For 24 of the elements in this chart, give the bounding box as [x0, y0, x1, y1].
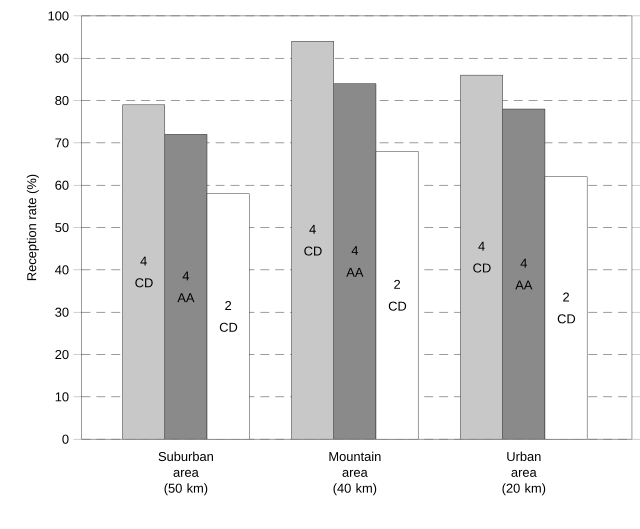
x-tick-label: Urban area (20 km)	[502, 452, 546, 496]
text: 4 AA	[515, 258, 532, 290]
y-tick-label: 50	[55, 223, 69, 232]
y-tick-label: 30	[55, 308, 69, 317]
x-tick-label: Mountain area (40 km)	[329, 452, 380, 496]
y-tick-label: 20	[55, 350, 69, 360]
y-tick-label: 90	[55, 54, 69, 63]
text: 4 CD	[135, 256, 153, 288]
text: 4 AA	[346, 246, 364, 277]
y-tick-label: 80	[55, 96, 69, 106]
y-tick-label: 70	[55, 138, 69, 148]
series-label: 4 AA	[177, 272, 194, 302]
y-axis-title: Reception rate (%)	[26, 174, 39, 280]
y-tick-label: 40	[55, 265, 69, 275]
text: 4 CD	[304, 225, 322, 256]
text: 2 CD	[388, 280, 406, 311]
text: 2 CD	[220, 301, 238, 332]
y-tick-label: 0	[62, 434, 69, 444]
y-tick-label: 60	[55, 180, 69, 190]
y-tick-label: 10	[56, 392, 69, 402]
y-tick-label: 100	[48, 12, 69, 21]
x-tick-label: Suburban area (50 km)	[158, 452, 213, 496]
series-label: 2 CD	[558, 292, 576, 324]
series-label: 4 CD	[473, 242, 491, 273]
